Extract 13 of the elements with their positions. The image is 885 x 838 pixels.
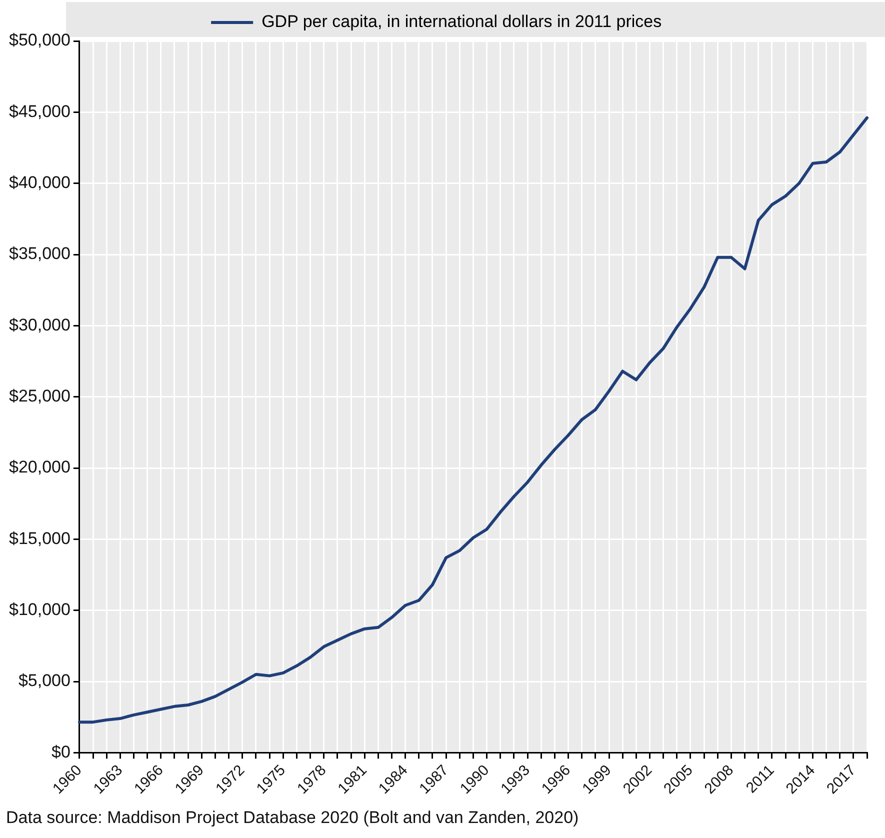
y-tick-label: $35,000	[9, 244, 70, 264]
source-note: Data source: Maddison Project Database 2020 (Bolt and van Zanden, 2020)	[6, 808, 579, 828]
y-tick-label: $15,000	[9, 528, 70, 548]
y-tick-label: $45,000	[9, 102, 70, 121]
y-tick-label: $0	[52, 742, 70, 762]
y-tick-label: $25,000	[9, 386, 70, 406]
y-tick-label: $30,000	[9, 315, 70, 334]
y-tick-label: $40,000	[9, 173, 70, 192]
y-tick-label: $10,000	[9, 600, 70, 620]
y-tick-label: $5,000	[18, 671, 70, 690]
legend-label: GDP per capita, in international dollars in 2011 prices	[262, 12, 662, 32]
y-tick-label: $20,000	[9, 458, 70, 477]
y-tick-label: $50,000	[9, 30, 70, 50]
